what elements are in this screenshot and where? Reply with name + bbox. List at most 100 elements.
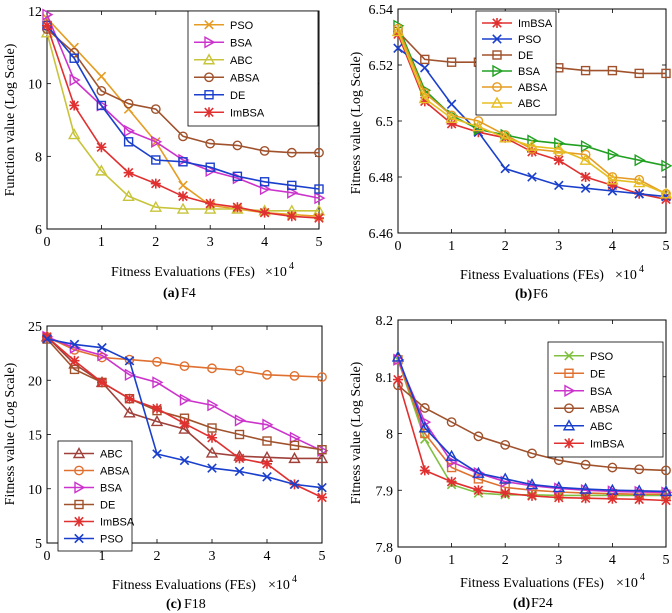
- legend-item-imbsa[interactable]: ImBSA: [64, 516, 135, 529]
- data-point: [634, 154, 646, 167]
- data-point: [232, 171, 243, 182]
- series-imbsa: [42, 331, 327, 503]
- legend-item-de[interactable]: DE: [482, 50, 533, 62]
- series-line: [46, 336, 323, 452]
- data-point: [68, 128, 81, 140]
- data-point: [178, 157, 188, 167]
- legend[interactable]: ABC ABSA BSA DE ImBSA PSO: [57, 440, 135, 552]
- panel-caption-name: F18: [184, 597, 206, 612]
- data-point: [317, 444, 327, 455]
- legend-item-bsa[interactable]: BSA: [482, 64, 541, 78]
- data-point: [286, 211, 297, 222]
- x-tick-label: 4: [264, 549, 271, 564]
- data-point: [42, 20, 52, 31]
- data-point: [393, 29, 403, 40]
- y-tick-label: 8.1: [376, 371, 394, 386]
- data-point: [97, 349, 109, 362]
- legend-swatch-marker: [492, 82, 502, 92]
- legend[interactable]: ImBSA PSO DE BSA ABSA ABC: [475, 10, 557, 116]
- legend-item-abc[interactable]: ABC: [554, 419, 613, 433]
- legend-label: DE: [230, 90, 245, 102]
- legend-item-absa[interactable]: ABSA: [482, 82, 548, 94]
- series-line: [46, 32, 319, 212]
- data-point: [149, 200, 162, 212]
- series-line: [46, 14, 320, 199]
- legend-item-pso[interactable]: PSO: [64, 534, 124, 546]
- legend-item-de[interactable]: DE: [554, 368, 605, 380]
- data-point: [262, 436, 272, 446]
- data-point: [95, 164, 108, 176]
- plot-frame: [46, 10, 320, 230]
- data-point: [527, 448, 537, 459]
- legend-item-absa[interactable]: ABSA: [194, 72, 260, 84]
- legend[interactable]: PSO DE BSA ABSA ABC ImBSA: [547, 341, 664, 458]
- data-point: [150, 104, 161, 115]
- legend-swatch-marker: [492, 18, 502, 28]
- data-point: [96, 100, 107, 111]
- data-point: [446, 455, 459, 469]
- data-point: [124, 368, 136, 382]
- legend-item-de[interactable]: DE: [64, 500, 115, 512]
- legend-item-bsa[interactable]: BSA: [554, 384, 613, 398]
- data-point: [499, 472, 512, 484]
- legend-item-pso[interactable]: PSO: [194, 20, 254, 32]
- legend-item-abc[interactable]: ABC: [482, 96, 541, 110]
- data-point: [69, 73, 81, 87]
- y-tick-label: 7.9: [376, 484, 394, 499]
- data-point: [314, 147, 324, 158]
- data-point: [633, 176, 646, 188]
- data-point: [259, 207, 270, 218]
- data-point: [446, 417, 457, 428]
- data-point: [234, 466, 245, 477]
- series-pso: [393, 43, 671, 202]
- legend-item-de[interactable]: DE: [194, 90, 245, 102]
- series-line: [397, 359, 666, 496]
- x-tick-label: 4: [261, 235, 268, 250]
- data-point: [446, 476, 457, 487]
- y-tick-label: 6.54: [369, 3, 394, 18]
- legend-item-absa[interactable]: ABSA: [64, 466, 130, 478]
- legend-swatch-marker: [74, 533, 84, 544]
- data-point: [473, 116, 484, 126]
- data-point: [205, 446, 219, 458]
- data-point: [607, 148, 619, 161]
- series-layer: [40, 8, 326, 224]
- legend-label: ABSA: [518, 82, 548, 94]
- legend-item-abc[interactable]: ABC: [64, 447, 123, 461]
- axes: [397, 319, 667, 548]
- tick-labels: 0 1 2 3 4 5 6.46 6.48 6.5 6.52 6.54: [369, 3, 670, 254]
- x-tick-label: 5: [316, 235, 323, 250]
- data-point: [179, 418, 190, 429]
- series-absa: [393, 380, 671, 476]
- data-point: [473, 431, 484, 442]
- legend-swatch-marker: [204, 90, 214, 100]
- data-point: [580, 140, 593, 153]
- legend-item-imbsa[interactable]: ImBSA: [194, 107, 265, 119]
- legend-item-imbsa[interactable]: ImBSA: [482, 18, 553, 30]
- data-point: [262, 458, 272, 469]
- data-point: [234, 429, 245, 440]
- data-point: [419, 96, 430, 107]
- legend-item-pso[interactable]: PSO: [554, 351, 614, 363]
- data-point: [204, 202, 217, 214]
- legend-item-bsa[interactable]: BSA: [64, 481, 123, 495]
- chart-panel-c: 0 1 2 3 4 5 5 10 15 20 25 ABC ABSA BSA DE ImBSA PSO Fit…: [3, 320, 329, 612]
- legend-label: DE: [590, 368, 605, 380]
- data-point: [580, 65, 591, 76]
- data-point: [554, 180, 564, 191]
- legend-label: BSA: [100, 483, 123, 495]
- data-point: [152, 403, 162, 414]
- legend-swatch-marker: [204, 72, 214, 83]
- legend-item-abc[interactable]: ABC: [194, 53, 253, 67]
- legend-item-imbsa[interactable]: ImBSA: [554, 438, 625, 450]
- legend-item-pso[interactable]: PSO: [482, 34, 542, 46]
- y-axis-label: Fitness value (Log Scale): [3, 362, 18, 505]
- legend-item-absa[interactable]: ABSA: [554, 403, 620, 415]
- x-axis-exponent: 4: [289, 261, 294, 272]
- legend-label: DE: [100, 500, 115, 512]
- legend-item-bsa[interactable]: BSA: [194, 36, 253, 49]
- data-point: [179, 455, 190, 466]
- data-point: [553, 155, 564, 166]
- data-point: [234, 414, 246, 427]
- legend[interactable]: PSO BSA ABC ABSA DE ImBSA: [187, 10, 319, 127]
